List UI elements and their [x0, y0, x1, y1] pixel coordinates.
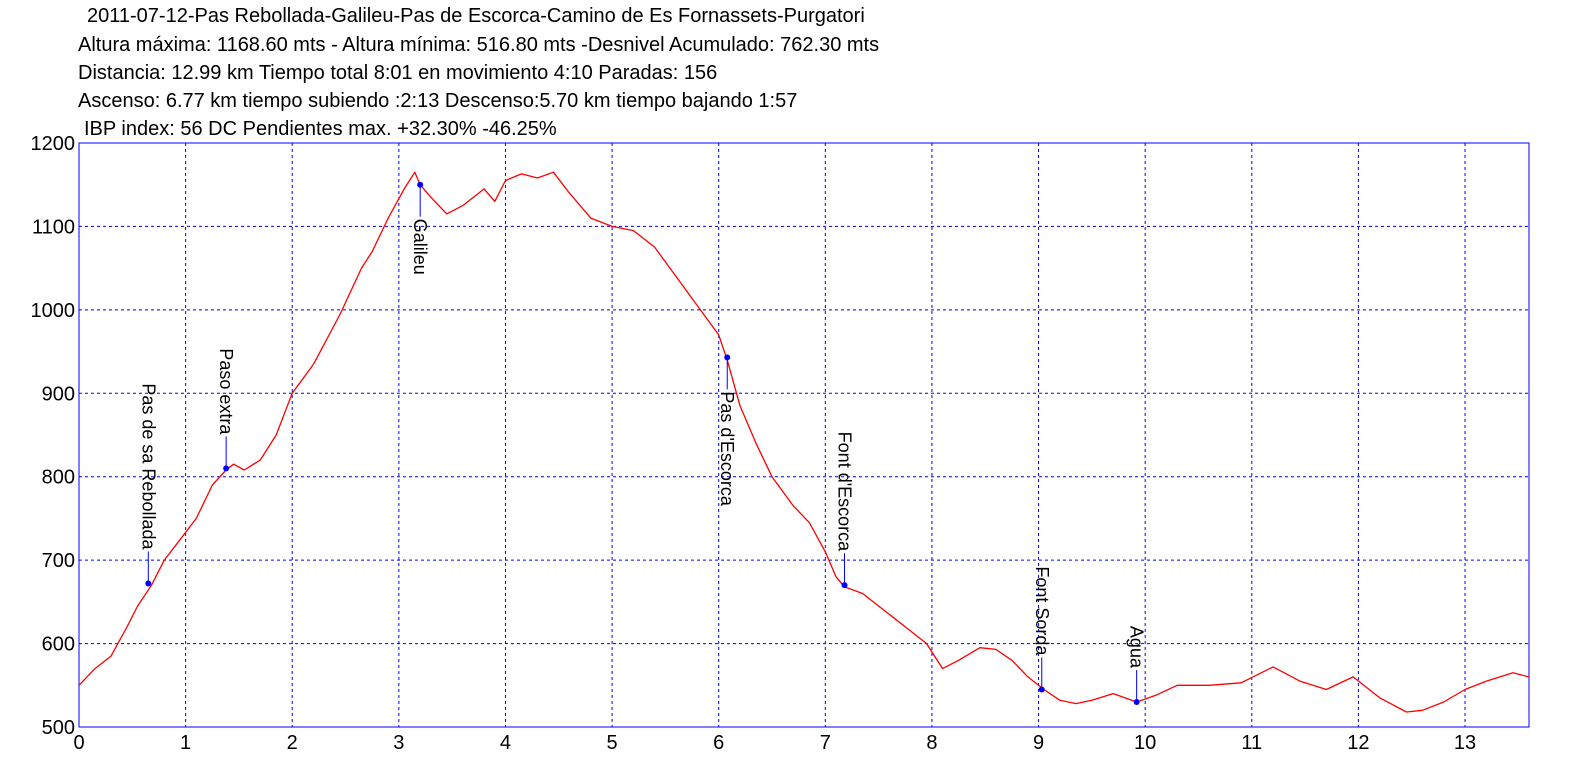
- elevation-profile-line: [78, 171, 1530, 713]
- y-tick-label: 1200: [31, 133, 76, 155]
- x-tick-label: 5: [607, 732, 618, 754]
- y-tick-label: 700: [42, 550, 75, 572]
- waypoint-label: Pas d'Escorca: [717, 391, 737, 506]
- waypoint-marker: [417, 181, 424, 188]
- waypoint-label: Paso extra: [216, 348, 236, 435]
- x-tick-label: 12: [1347, 732, 1369, 754]
- chart-header: 2011-07-12-Pas Rebollada-Galileu-Pas de …: [0, 0, 1596, 150]
- waypoint-marker: [841, 582, 848, 589]
- stats-ascent-descent: Ascenso: 6.77 km tiempo subiendo :2:13 D…: [78, 90, 798, 112]
- y-tick-label: 500: [42, 717, 75, 739]
- waypoint-label: Galileu: [410, 219, 430, 275]
- waypoint-label: Font Sorda: [1032, 566, 1052, 656]
- x-tick-label: 1: [180, 732, 191, 754]
- x-tick-label: 3: [393, 732, 404, 754]
- x-tick-label: 0: [73, 732, 84, 754]
- waypoint-marker: [724, 354, 731, 361]
- x-tick-label: 11: [1241, 732, 1262, 754]
- y-tick-label: 900: [42, 383, 75, 405]
- chart-title: 2011-07-12-Pas Rebollada-Galileu-Pas de …: [87, 5, 865, 27]
- y-tick-label: 800: [42, 467, 75, 489]
- waypoint-marker: [145, 580, 152, 587]
- y-tick-label: 1000: [31, 300, 76, 322]
- waypoint-marker: [223, 465, 230, 472]
- waypoint-label: Font d'Escorca: [835, 432, 855, 552]
- x-tick-label: 4: [500, 732, 511, 754]
- y-tick-label: 1100: [32, 216, 75, 238]
- waypoint-marker: [1038, 686, 1045, 693]
- stats-ibp-slopes: IBP index: 56 DC Pendientes max. +32.30%…: [84, 118, 557, 140]
- x-tick-label: 9: [1033, 732, 1044, 754]
- waypoint-label: Agua: [1127, 626, 1147, 669]
- waypoint-marker: [1133, 698, 1140, 705]
- x-tick-label: 13: [1454, 732, 1476, 754]
- x-tick-label: 6: [713, 732, 724, 754]
- waypoint-label: Pas de sa Rebollada: [138, 383, 158, 550]
- stats-distance-time: Distancia: 12.99 km Tiempo total 8:01 en…: [78, 62, 718, 84]
- x-tick-label: 7: [820, 732, 831, 754]
- x-tick-label: 2: [287, 732, 298, 754]
- y-tick-label: 600: [42, 634, 75, 656]
- x-tick-label: 10: [1134, 732, 1156, 754]
- stats-altitude: Altura máxima: 1168.60 mts - Altura míni…: [78, 34, 880, 56]
- x-tick-label: 8: [926, 732, 937, 754]
- plot-frame: [78, 142, 1530, 728]
